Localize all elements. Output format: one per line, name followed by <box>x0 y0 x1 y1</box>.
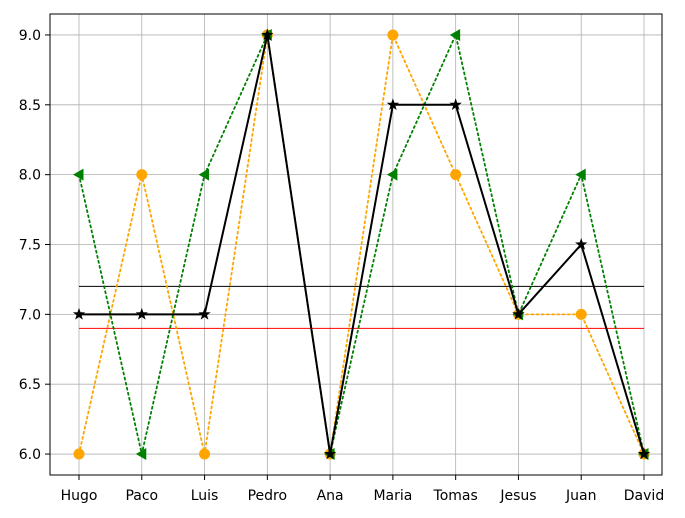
x-tick-label: Paco <box>125 488 158 504</box>
x-tick-label: Maria <box>373 488 412 504</box>
data-point <box>512 307 525 320</box>
y-tick-label: 9.0 <box>19 28 41 44</box>
y-tick-label: 6.5 <box>19 377 41 393</box>
data-point <box>198 307 211 320</box>
x-tick-label: Ana <box>317 488 344 504</box>
data-point <box>198 168 210 181</box>
x-tick-label: Hugo <box>61 488 98 504</box>
data-point <box>449 28 461 41</box>
y-tick-label: 7.0 <box>19 307 41 323</box>
data-point <box>73 448 85 460</box>
x-tick-label: David <box>624 488 664 504</box>
grid <box>50 14 662 475</box>
data-point <box>386 168 398 181</box>
data-point <box>450 169 462 181</box>
data-point <box>575 238 588 250</box>
data-point <box>73 168 84 181</box>
data-point <box>135 307 148 320</box>
axes: Hugo Paco Luis Pedro Ana Maria Tomas Jesus Juan D… <box>19 13 664 504</box>
x-tick-label: Tomas <box>433 488 478 504</box>
x-tick-label: Luis <box>191 488 219 504</box>
series-layer <box>72 28 651 461</box>
series-line <box>78 34 645 455</box>
data-point <box>72 307 86 320</box>
x-tick-label: Jesus <box>499 488 536 504</box>
y-tick-label: 8.0 <box>19 168 41 184</box>
data-point <box>575 308 587 320</box>
data-point <box>261 28 274 41</box>
y-tick-label: 7.5 <box>19 238 41 254</box>
series-2 <box>72 28 651 460</box>
data-point <box>323 447 337 460</box>
data-point <box>449 98 462 111</box>
series-line <box>79 33 645 456</box>
data-point <box>575 168 586 181</box>
x-tick-label: Pedro <box>248 488 287 504</box>
y-tick-label: 6.0 <box>19 447 41 463</box>
data-point <box>136 169 148 181</box>
series-line <box>78 34 645 455</box>
data-point <box>387 29 399 41</box>
data-point <box>135 448 147 461</box>
data-point <box>199 448 211 460</box>
y-tick-label: 8.5 <box>19 98 41 114</box>
data-point <box>637 447 651 460</box>
data-point <box>386 98 400 111</box>
x-tick-label: Juan <box>565 488 596 504</box>
reference-lines <box>79 285 644 329</box>
